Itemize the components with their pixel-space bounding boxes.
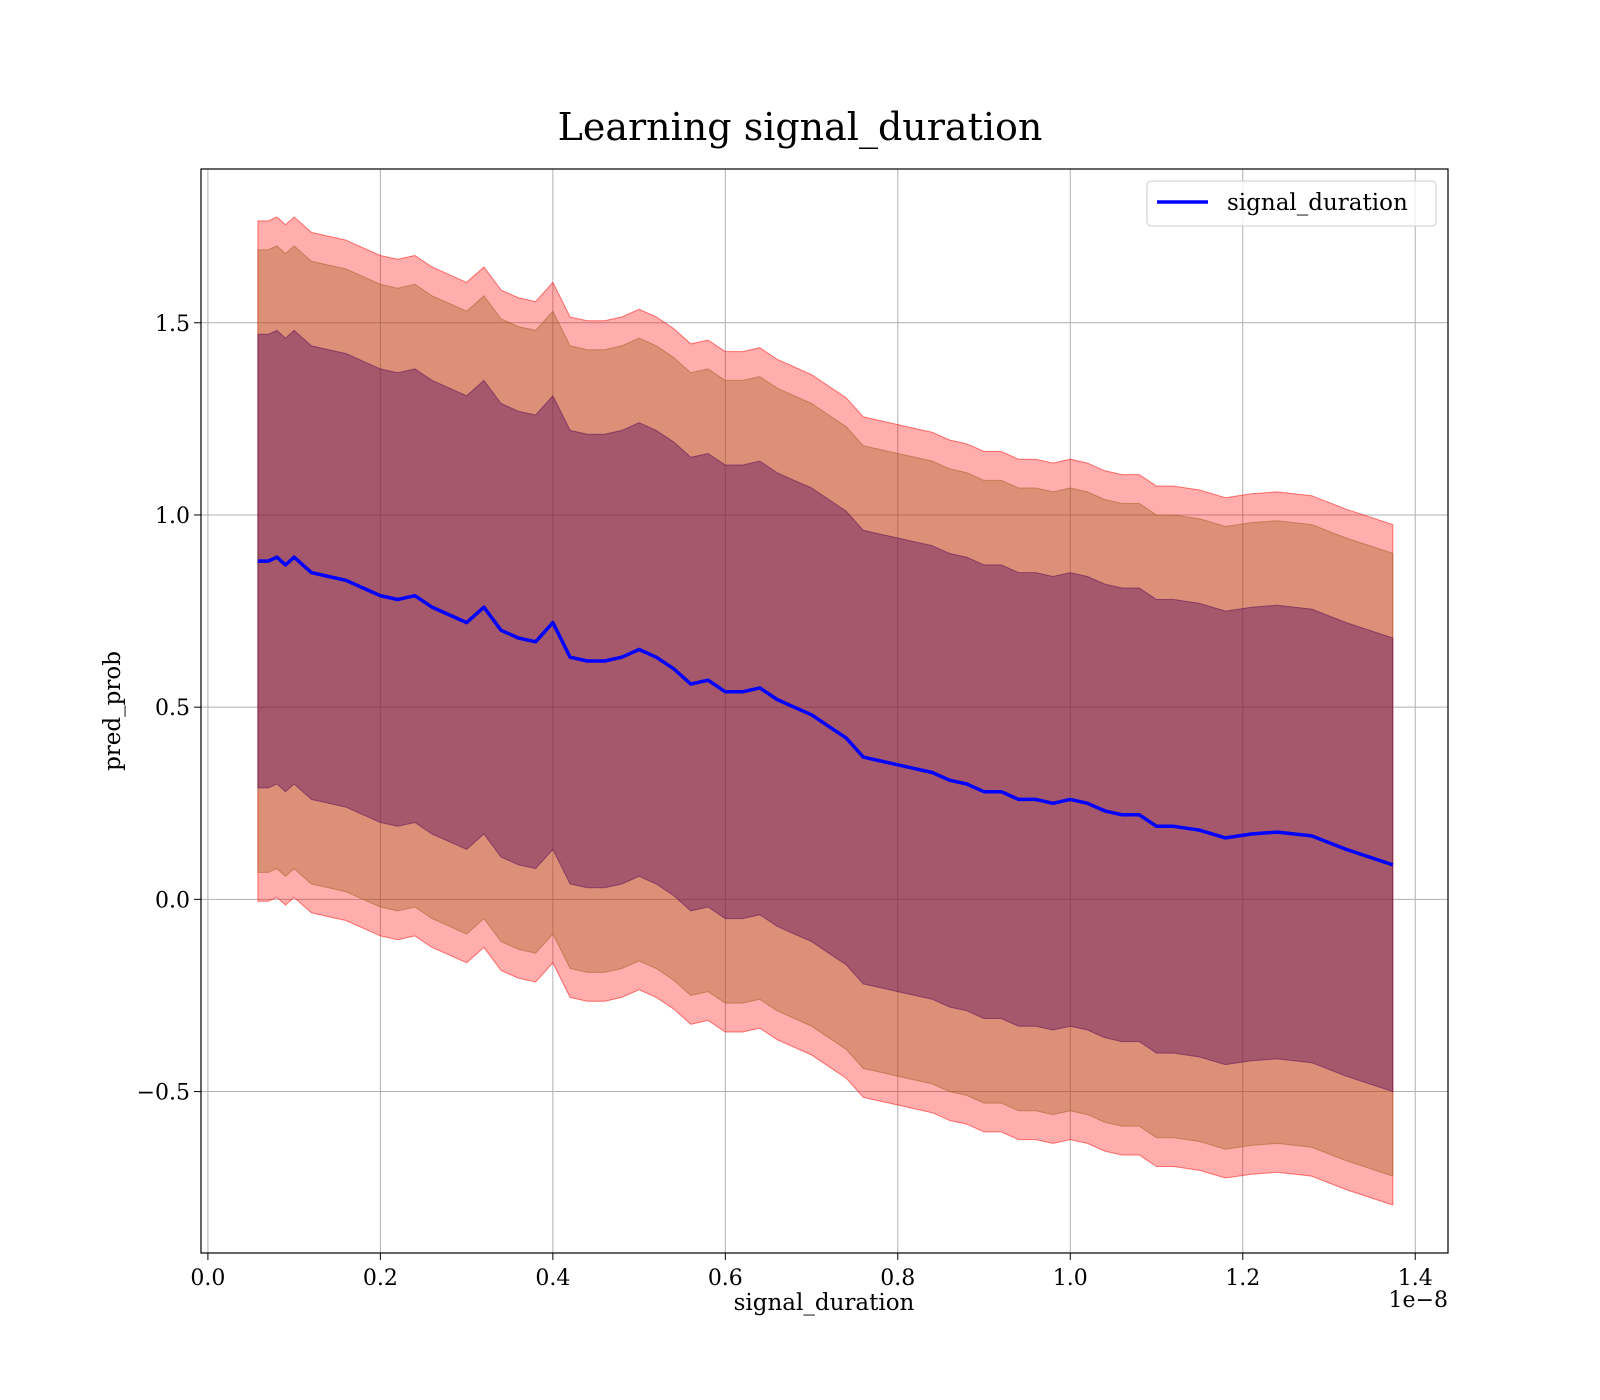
confidence-band-inner — [257, 329, 1394, 1093]
confidence-band-outer — [257, 216, 1394, 1206]
x-tick-label: 1.0 — [1053, 1266, 1088, 1291]
y-tick-label: −0.5 — [137, 1081, 190, 1106]
x-tick-label: 1.2 — [1225, 1266, 1260, 1291]
confidence-band-middle — [257, 245, 1394, 1177]
x-tick-label: 0.4 — [535, 1266, 570, 1291]
y-tick-label: 0.0 — [155, 888, 190, 913]
series-line-signal-duration — [257, 555, 1394, 867]
legend-box — [1146, 180, 1437, 227]
x-axis-label: signal_duration — [734, 1290, 915, 1316]
legend-label: signal_duration — [1227, 190, 1408, 216]
y-tick-label: 1.5 — [155, 312, 190, 337]
legend: signal_duration — [1146, 180, 1437, 227]
y-tick-label: 1.0 — [155, 504, 190, 529]
plot-frame — [200, 168, 1449, 1254]
x-tick-label: 1.4 — [1398, 1266, 1433, 1291]
x-tick-label: 0.8 — [880, 1266, 915, 1291]
grid-layer — [201, 169, 1448, 1253]
y-tick-label: 0.5 — [155, 696, 190, 721]
x-offset-label: 1e−8 — [1389, 1288, 1448, 1313]
x-tick-label: 0.2 — [363, 1266, 398, 1291]
chart-title: Learning signal_duration — [558, 105, 1043, 150]
x-tick-label: 0.6 — [708, 1266, 743, 1291]
x-tick-label: 0.0 — [190, 1266, 225, 1291]
band-layer — [257, 216, 1394, 1206]
y-axis-label: pred_prob — [100, 651, 126, 771]
tick-layer: 0.0 0.2 0.4 0.6 0.8 1.0 1.2 1.4 −0.5 0.0 0.5 1.0 1.5 — [137, 312, 1433, 1291]
line-layer — [257, 555, 1394, 867]
